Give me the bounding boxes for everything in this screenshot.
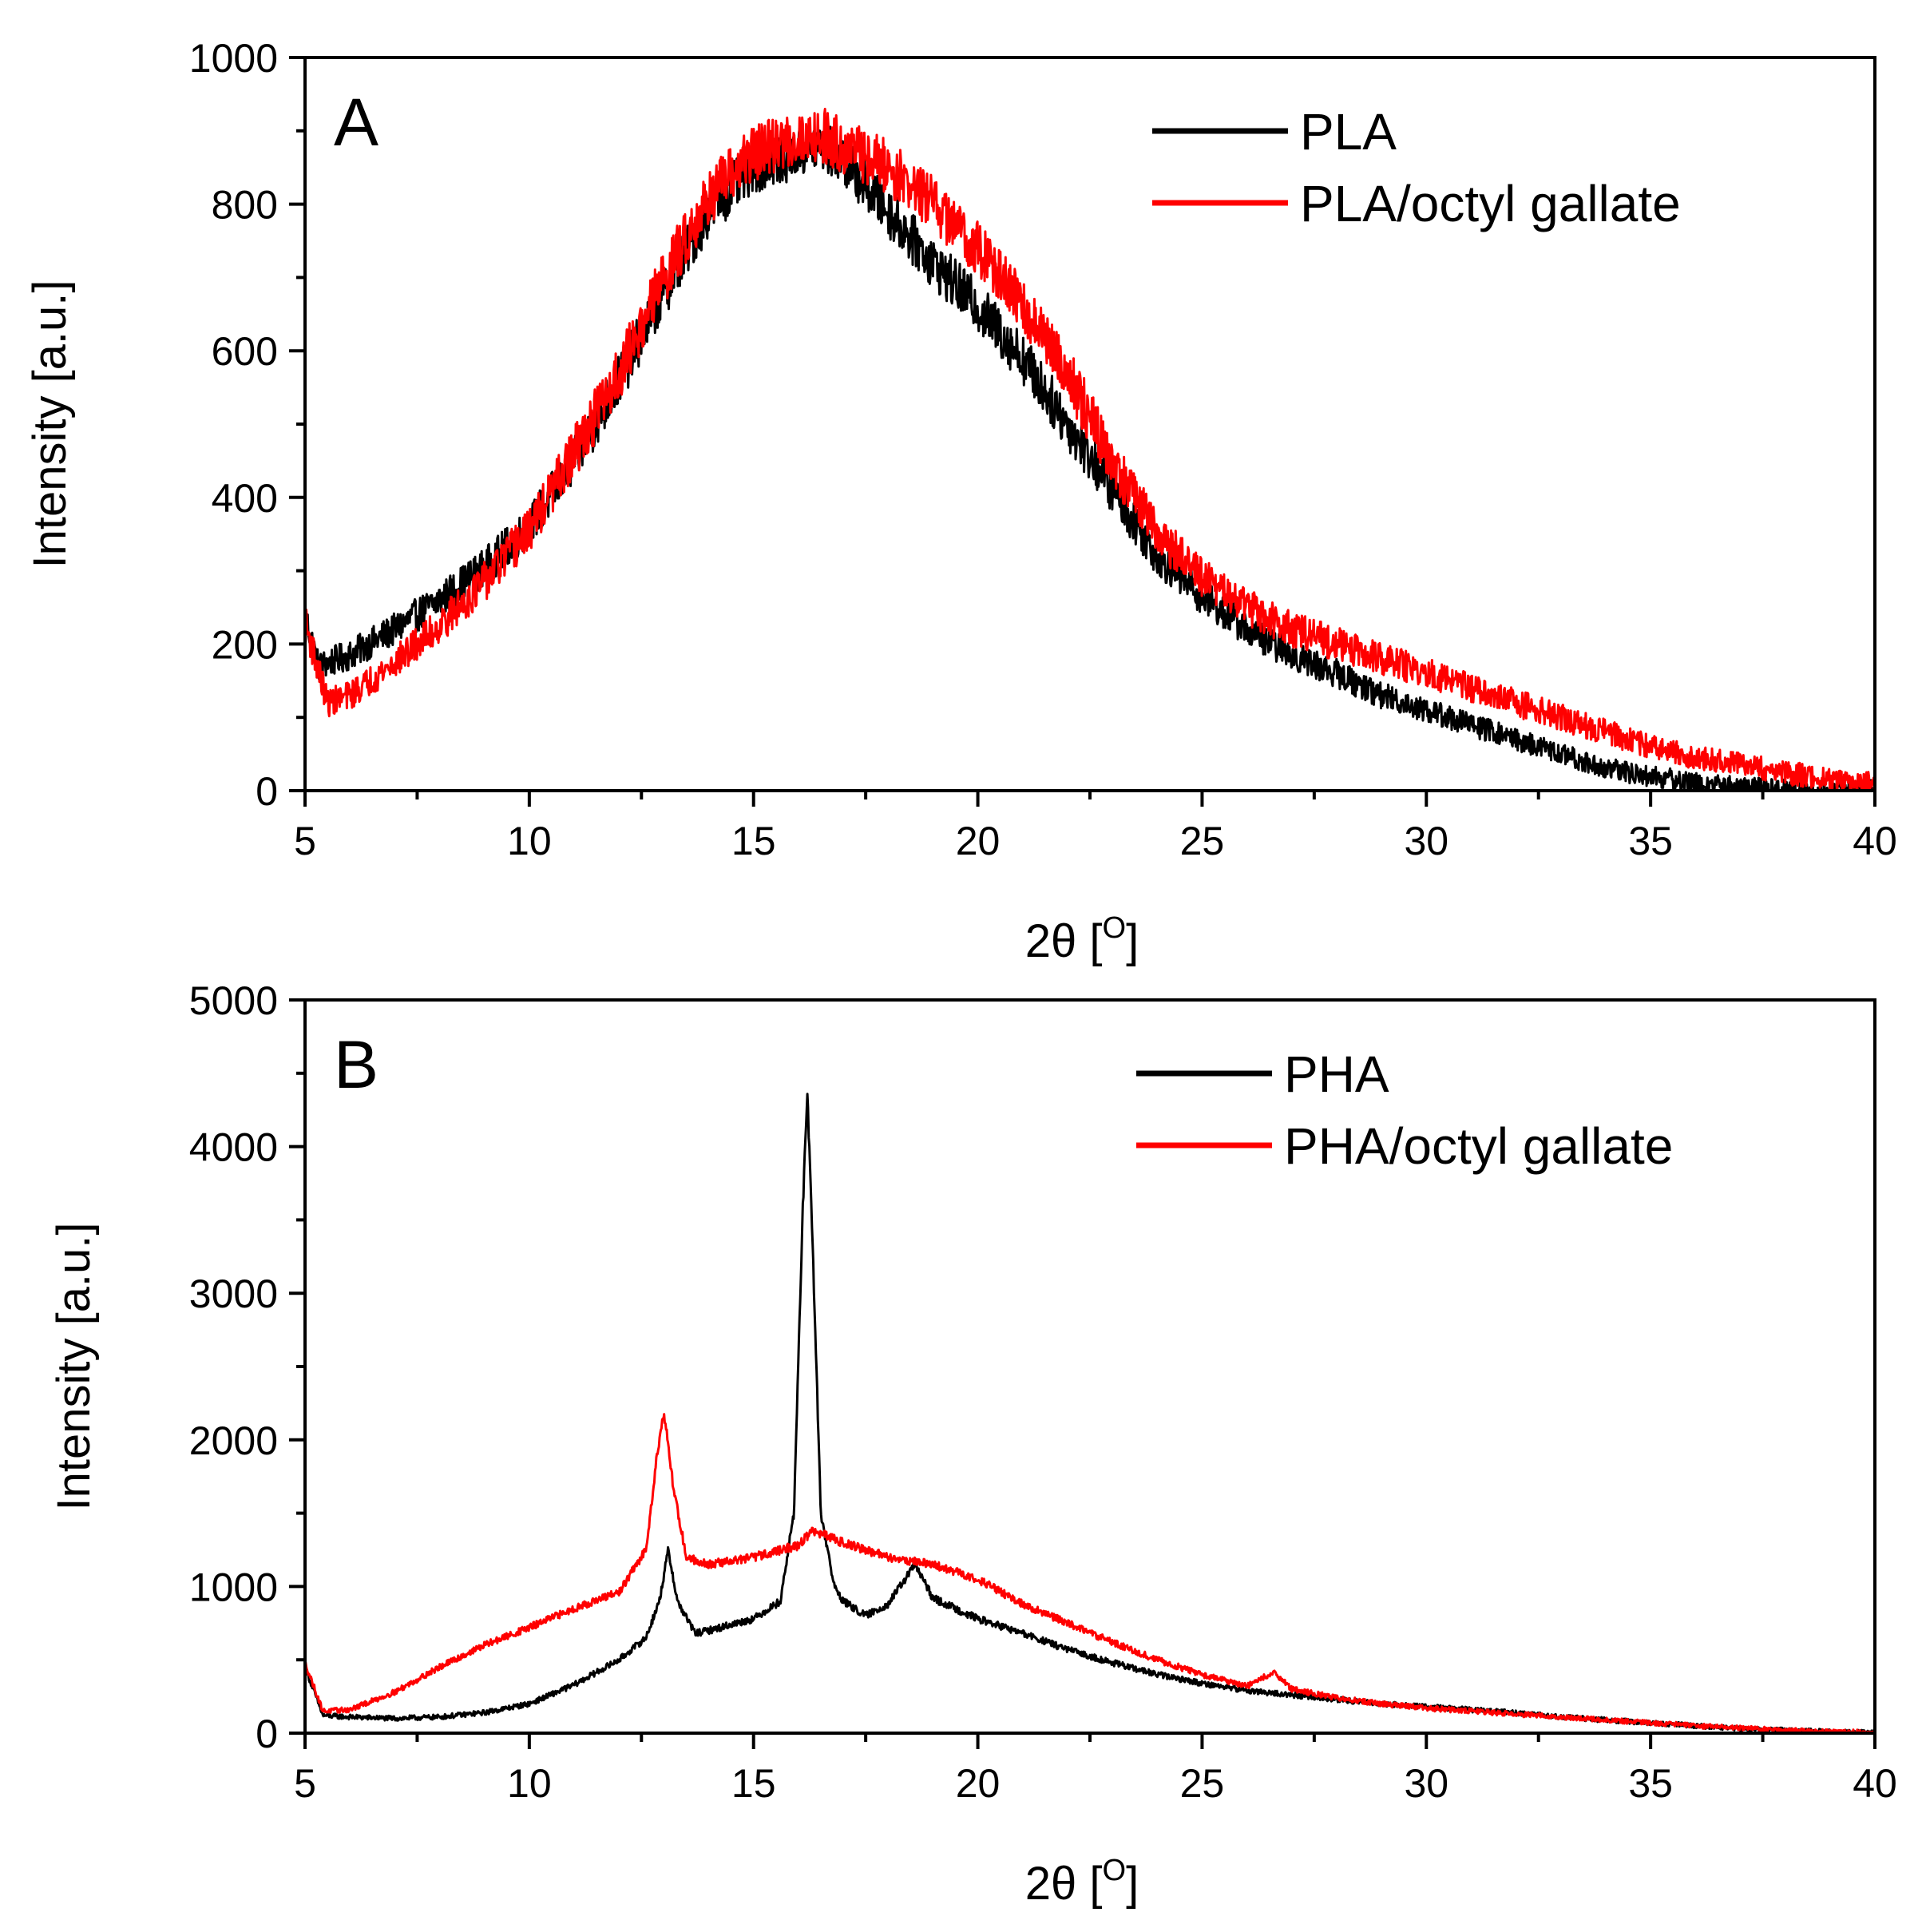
legend-label: PHA	[1284, 1045, 1389, 1103]
y-tick-label: 600	[212, 329, 278, 374]
x-axis-title: 2θ [O]	[1025, 1854, 1139, 1910]
x-tick-label: 20	[956, 819, 1001, 863]
x-tick-label: 15	[731, 1761, 776, 1806]
x-tick-label: 20	[956, 1761, 1001, 1806]
y-tick-label: 2000	[189, 1418, 278, 1463]
x-tick-label: 5	[294, 1761, 316, 1806]
series-line-pha-octyl-gallate	[305, 1413, 1875, 1733]
panel-label: A	[334, 85, 378, 160]
series-group	[305, 107, 1875, 791]
x-tick-label: 25	[1180, 1761, 1225, 1806]
panel-A: 5 10 15 20 25 30 35 4002004006008001000Intensit…	[24, 36, 1897, 967]
legend-label: PLA/octyl gallate	[1300, 175, 1681, 232]
y-tick-label: 200	[212, 622, 278, 667]
x-tick-label: 25	[1180, 819, 1225, 863]
x-tick-label: 30	[1404, 819, 1448, 863]
y-tick-label: 0	[256, 1712, 278, 1756]
y-tick-label: 1000	[189, 36, 278, 81]
y-axis-title: Intensity [a.u.]	[24, 280, 76, 568]
x-tick-label: 40	[1853, 819, 1897, 863]
legend-label: PLA	[1300, 103, 1397, 161]
y-tick-label: 5000	[189, 978, 278, 1023]
y-tick-label: 1000	[189, 1565, 278, 1609]
series-line-pla-octyl-gallate	[305, 107, 1875, 791]
series-group	[305, 1093, 1875, 1733]
x-tick-label: 5	[294, 819, 316, 863]
x-tick-label: 10	[507, 1761, 552, 1806]
x-axis-title: 2θ [O]	[1025, 911, 1139, 967]
y-tick-label: 800	[212, 183, 278, 228]
x-tick-label: 35	[1628, 819, 1673, 863]
y-tick-label: 0	[256, 769, 278, 814]
legend-label: PHA/octyl gallate	[1284, 1117, 1673, 1175]
x-tick-label: 30	[1404, 1761, 1448, 1806]
legend: PLA PLA/octyl gallate	[1152, 103, 1681, 232]
x-tick-label: 10	[507, 819, 552, 863]
x-tick-label: 15	[731, 819, 776, 863]
y-axis-title: Intensity [a.u.]	[48, 1222, 100, 1510]
panel-label: B	[334, 1027, 378, 1102]
y-tick-label: 4000	[189, 1125, 278, 1170]
y-tick-label: 3000	[189, 1271, 278, 1316]
series-line-pha	[305, 1093, 1875, 1733]
y-tick-label: 400	[212, 476, 278, 521]
x-tick-label: 40	[1853, 1761, 1897, 1806]
panel-B: 5 10 15 20 25 30 35 40 0 1000 2000 3000 4000 5000 Inte…	[48, 978, 1897, 1910]
x-tick-label: 35	[1628, 1761, 1673, 1806]
legend: PHA PHA/octyl gallate	[1136, 1045, 1673, 1175]
